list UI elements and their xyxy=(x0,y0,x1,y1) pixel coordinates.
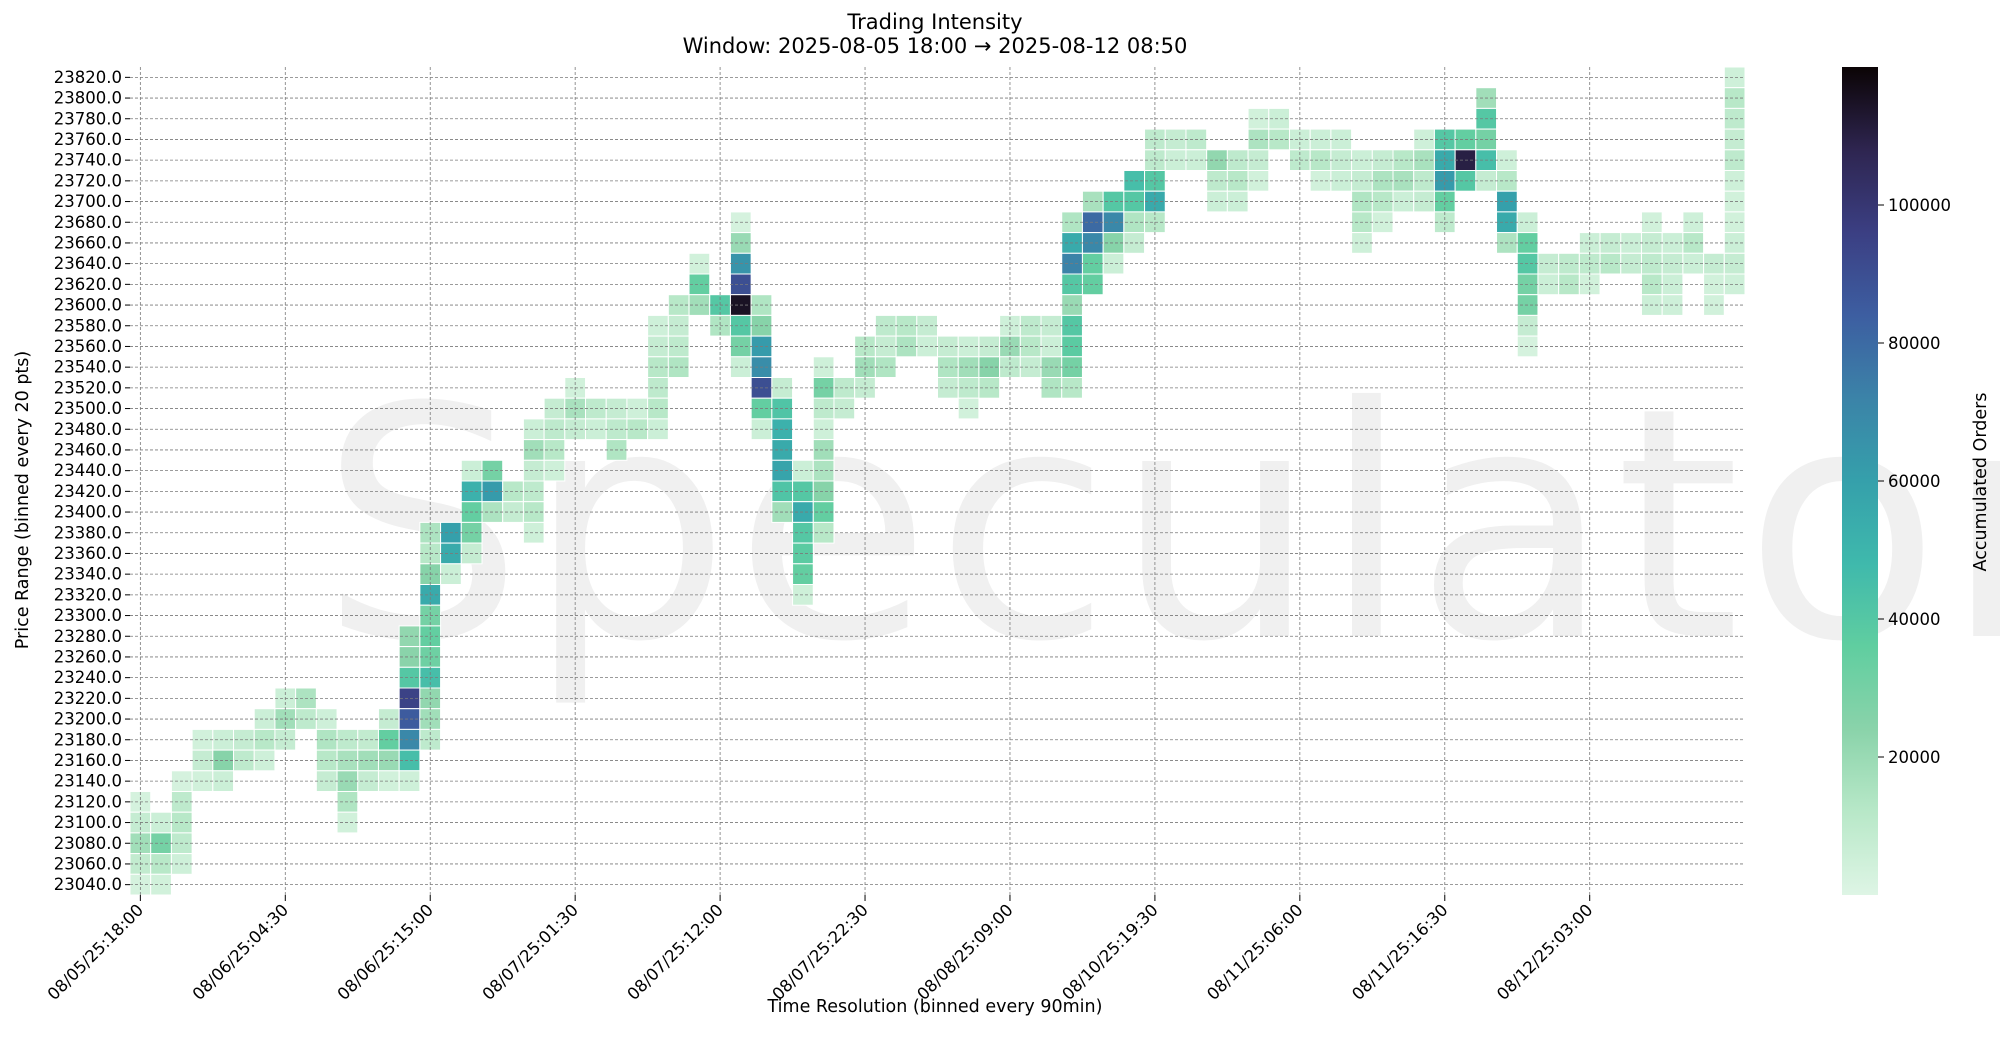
y-tick-label: 23360.0 xyxy=(54,544,122,563)
x-tick-label: 08/05/25:18:00 xyxy=(44,900,147,1003)
y-tick-label: 23740.0 xyxy=(54,151,122,170)
colorbar-ticks: 20000 40000 60000 80000 100000 xyxy=(1878,196,1951,767)
y-tick-label: 23460.0 xyxy=(54,440,122,459)
y-tick-label: 23200.0 xyxy=(54,710,122,729)
y-tick-label: 23440.0 xyxy=(54,461,122,480)
y-tick-label: 23820.0 xyxy=(54,68,122,87)
x-axis-label: Time Resolution (binned every 90min) xyxy=(767,997,1103,1017)
y-axis-label: Price Range (binned every 20 pts) xyxy=(13,351,33,649)
x-tick-label: 08/06/25:04:30 xyxy=(189,900,292,1003)
y-tick-label: 23060.0 xyxy=(54,854,122,873)
chart-subtitle: Window: 2025-08-05 18:00 → 2025-08-12 08… xyxy=(682,34,1188,58)
y-tick-label: 23680.0 xyxy=(54,213,122,232)
y-tick-label: 23220.0 xyxy=(54,689,122,708)
heatmap-cell xyxy=(957,397,980,420)
y-tick-label: 23420.0 xyxy=(54,482,122,501)
y-tick-label: 23080.0 xyxy=(54,834,122,853)
heatmap-cell xyxy=(543,459,566,482)
y-tick-label: 23640.0 xyxy=(54,254,122,273)
y-tick-label: 23180.0 xyxy=(54,730,122,749)
heatmap-cell xyxy=(253,749,276,772)
x-tick-label: 08/10/25:19:30 xyxy=(1058,900,1161,1003)
y-tick-label: 23600.0 xyxy=(54,296,122,315)
colorbar-tick-label: 20000 xyxy=(1888,748,1941,767)
heatmap-cell xyxy=(812,521,835,544)
x-tick-label: 08/11/25:16:30 xyxy=(1348,900,1451,1003)
colorbar-tick-label: 80000 xyxy=(1888,334,1941,353)
colorbar-tick-label: 60000 xyxy=(1888,472,1941,491)
y-tick-label: 23560.0 xyxy=(54,337,122,356)
y-tick-label: 23040.0 xyxy=(54,875,122,894)
heatmap-cell xyxy=(1703,294,1725,316)
y-tick-label: 23340.0 xyxy=(54,565,122,584)
heatmap-cell xyxy=(1123,232,1146,254)
colorbar xyxy=(1842,67,1878,895)
heatmap-cell xyxy=(1102,252,1125,275)
x-tick-label: 08/07/25:22:30 xyxy=(768,900,871,1003)
y-tick-label: 23800.0 xyxy=(54,89,122,108)
colorbar-tick-label: 40000 xyxy=(1888,610,1941,629)
heatmap-cell xyxy=(978,377,1001,399)
y-tick-label: 23480.0 xyxy=(54,420,122,439)
y-tick-label: 23500.0 xyxy=(54,399,122,418)
heatmap-cell xyxy=(833,397,856,420)
colorbar-tick-label: 100000 xyxy=(1888,196,1951,215)
y-tick-label: 23160.0 xyxy=(54,751,122,770)
y-tick-label: 23280.0 xyxy=(54,627,122,646)
y-tick-label: 23700.0 xyxy=(54,192,122,211)
y-tick-label: 23100.0 xyxy=(54,813,122,832)
heatmap-cell xyxy=(1723,273,1746,296)
x-tick-label: 08/06/25:15:00 xyxy=(334,900,437,1003)
y-tick-label: 23240.0 xyxy=(54,668,122,687)
chart-title: Trading Intensity xyxy=(847,10,1023,34)
heatmap-cells xyxy=(129,66,1746,896)
y-tick-label: 23320.0 xyxy=(54,585,122,604)
y-tick-label: 23400.0 xyxy=(54,503,122,522)
y-tick-label: 23760.0 xyxy=(54,130,122,149)
y-tick-label: 23140.0 xyxy=(54,772,122,791)
x-tick-label: 08/07/25:01:30 xyxy=(479,900,582,1003)
heatmap-cell xyxy=(398,770,421,792)
x-tick-label: 08/08/25:09:00 xyxy=(913,900,1016,1003)
y-tick-label: 23620.0 xyxy=(54,275,122,294)
y-tick-label: 23380.0 xyxy=(54,523,122,542)
y-tick-label: 23660.0 xyxy=(54,233,122,252)
x-tick-label: 08/12/25:03:00 xyxy=(1493,900,1596,1003)
y-tick-label: 23540.0 xyxy=(54,358,122,377)
y-tick-label: 23300.0 xyxy=(54,606,122,625)
y-tick-label: 23120.0 xyxy=(54,792,122,811)
y-tick-label: 23580.0 xyxy=(54,316,122,335)
x-tick-label: 08/11/25:06:00 xyxy=(1203,900,1306,1003)
heatmap-cell xyxy=(522,521,545,544)
colorbar-label: Accumulated Orders xyxy=(1971,393,1991,572)
heatmap-cell xyxy=(667,356,690,378)
y-tick-label: 23780.0 xyxy=(54,109,122,128)
grid-lines xyxy=(130,67,1745,895)
y-tick-label: 23520.0 xyxy=(54,378,122,397)
heatmap-cell xyxy=(1247,170,1270,192)
y-tick-label: 23260.0 xyxy=(54,647,122,666)
x-tick-label: 08/07/25:12:00 xyxy=(624,900,727,1003)
x-tick-labels: 08/05/25:18:00 08/06/25:04:30 08/06/25:15:… xyxy=(44,895,1597,1004)
y-tick-label: 23720.0 xyxy=(54,171,122,190)
